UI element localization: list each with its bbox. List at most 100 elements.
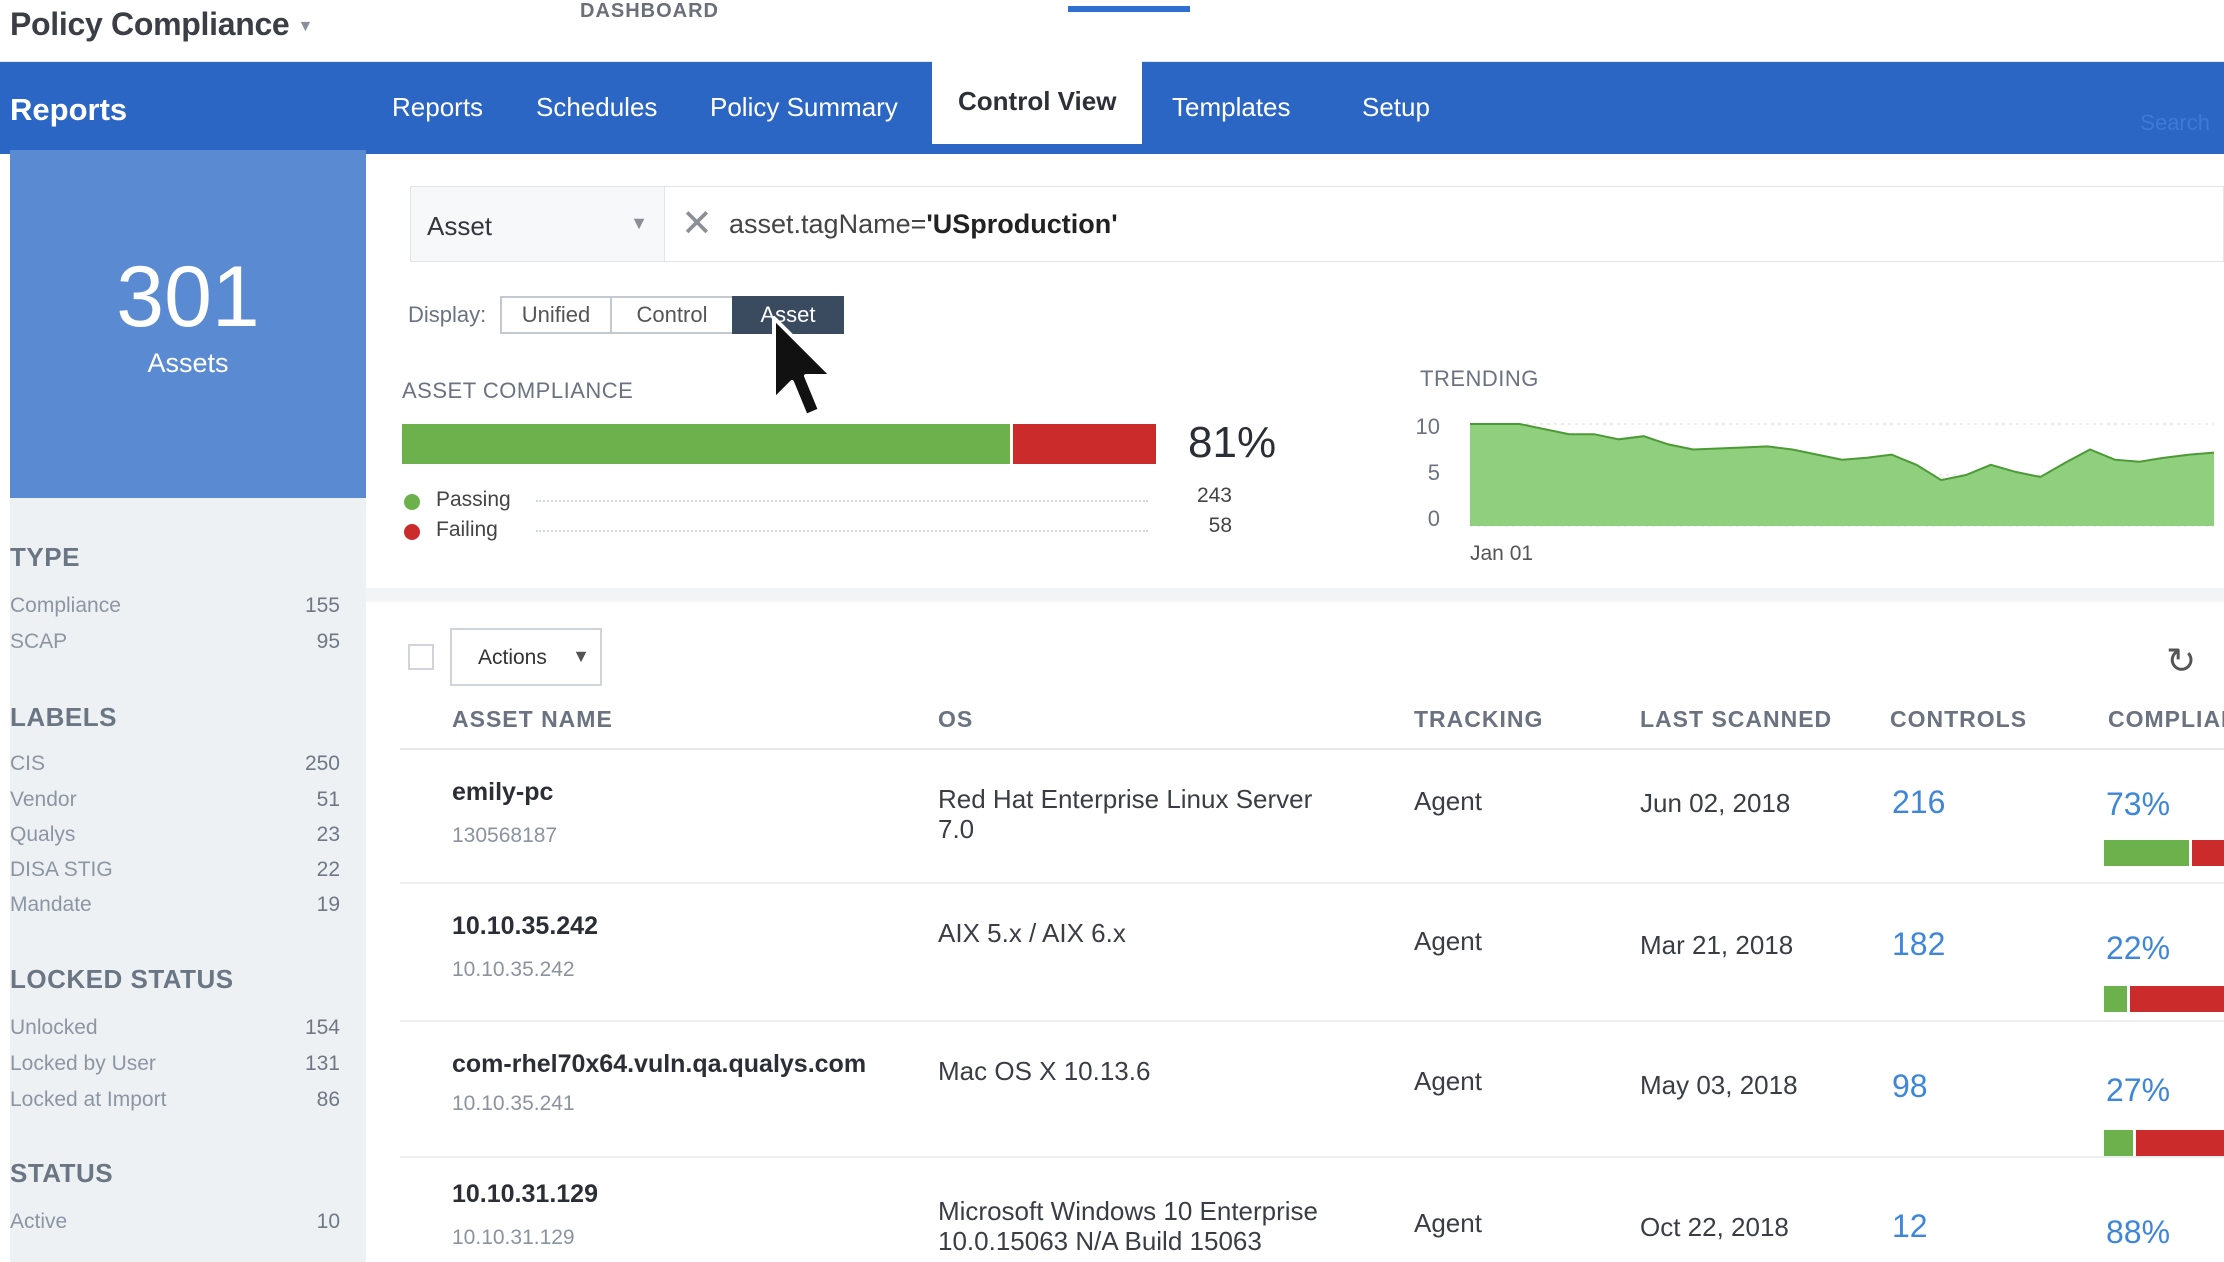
asset-compliance-link[interactable]: 73%: [2106, 786, 2171, 822]
asset-compliance-bar: [2104, 986, 2224, 1012]
tab-control-view[interactable]: Control View: [932, 56, 1143, 144]
facet-item-mandate[interactable]: Mandate 19: [10, 893, 340, 916]
facet-title-locked-status: LOCKED STATUS: [10, 964, 234, 994]
section-title: Reports: [10, 92, 128, 127]
asset-tracking: Agent: [1414, 1208, 1482, 1238]
table-row[interactable]: [400, 1022, 2224, 1156]
module-nav: Reports Reports Schedules Policy Summary…: [0, 56, 2224, 154]
facet-item-disa-stig[interactable]: DISA STIG 22: [10, 858, 340, 881]
tab-reports[interactable]: Reports: [392, 92, 484, 122]
top-bar: Policy Compliance ▼ DASHBOARD: [0, 0, 2224, 62]
asset-compliance-bar-passing: [2104, 986, 2131, 1012]
failing-dot-icon: [404, 524, 420, 540]
row-divider: [400, 882, 2224, 884]
actions-label: Actions: [478, 646, 547, 669]
tab-templates[interactable]: Templates: [1172, 92, 1291, 122]
display-option-unified[interactable]: Unified: [500, 296, 612, 334]
asset-compliance-bar-passing: [2104, 840, 2192, 866]
col-header-controls[interactable]: CONTROLS: [1890, 706, 2028, 732]
asset-id: 10.10.35.242: [452, 958, 575, 981]
asset-id: 10.10.31.129: [452, 1226, 575, 1249]
facet-item-vendor[interactable]: Vendor 51: [10, 788, 340, 811]
asset-controls-link[interactable]: 182: [1892, 926, 1946, 962]
asset-id: 10.10.35.241: [452, 1092, 575, 1115]
asset-name[interactable]: emily-pc: [452, 778, 554, 806]
asset-os: Red Hat Enterprise Linux Server 7.0: [938, 784, 1313, 844]
failing-count: 58: [1208, 514, 1232, 537]
search-link[interactable]: Search: [2140, 110, 2210, 135]
chevron-down-icon: ▼: [297, 17, 313, 35]
tab-setup[interactable]: Setup: [1362, 92, 1430, 122]
filter-field-select[interactable]: Asset ▼: [411, 187, 665, 261]
legend-leader-line: [536, 530, 1148, 532]
row-divider: [400, 1020, 2224, 1022]
actions-dropdown[interactable]: Actions ▼: [450, 628, 602, 686]
asset-compliance-bar-passing: [2104, 1130, 2137, 1156]
facet-item-active[interactable]: Active 10: [10, 1210, 340, 1233]
passing-count: 243: [1196, 484, 1232, 507]
facet-item-locked-by-user[interactable]: Locked by User 131: [10, 1052, 340, 1075]
asset-compliance-title: ASSET COMPLIANCE: [402, 378, 634, 403]
passing-dot-icon: [404, 494, 420, 510]
asset-id: 130568187: [452, 824, 558, 847]
trend-line: [1470, 423, 2214, 482]
asset-tracking: Agent: [1414, 926, 1482, 956]
facet-title-status: STATUS: [10, 1158, 114, 1188]
select-all-checkbox[interactable]: [408, 644, 434, 670]
compliance-percent: 81%: [1188, 418, 1277, 467]
col-header-asset-name[interactable]: ASSET NAME: [452, 706, 613, 732]
asset-compliance-link[interactable]: 88%: [2106, 1214, 2171, 1250]
asset-controls-link[interactable]: 216: [1892, 784, 1946, 820]
asset-compliance-link[interactable]: 27%: [2106, 1072, 2171, 1108]
facet-title-labels: LABELS: [10, 702, 117, 732]
refresh-icon[interactable]: ↻: [2166, 640, 2197, 681]
asset-name[interactable]: 10.10.35.242: [452, 912, 598, 940]
asset-last-scanned: May 03, 2018: [1640, 1070, 1798, 1100]
main-panel: [366, 154, 2224, 1262]
asset-controls-link[interactable]: 98: [1892, 1068, 1928, 1104]
facet-sidebar: TYPE Compliance 155 SCAP 95 LABELS CIS 250 …: [10, 498, 366, 1262]
facet-item-unlocked[interactable]: Unlocked 154: [10, 1016, 340, 1039]
asset-tracking: Agent: [1414, 786, 1482, 816]
legend-leader-line: [536, 500, 1148, 502]
failing-label: Failing: [436, 518, 498, 541]
display-option-control[interactable]: Control: [610, 296, 734, 334]
facet-item-scap[interactable]: SCAP 95: [10, 630, 340, 653]
facet-item-locked-at-import[interactable]: Locked at Import 86: [10, 1088, 340, 1111]
asset-count: 301: [116, 249, 260, 345]
asset-name[interactable]: 10.10.31.129: [452, 1180, 598, 1208]
facet-item-cis[interactable]: CIS 250: [10, 752, 340, 775]
asset-compliance-bar: [2104, 1130, 2224, 1156]
asset-name[interactable]: com-rhel70x64.vuln.qa.qualys.com: [452, 1050, 867, 1078]
table-header-divider: [400, 748, 2224, 750]
asset-os: AIX 5.x / AIX 6.x: [938, 918, 1126, 948]
facet-item-qualys[interactable]: Qualys 23: [10, 823, 340, 846]
asset-compliance-link[interactable]: 22%: [2106, 930, 2171, 966]
trend-x-label: Jan 01: [1470, 542, 1534, 565]
col-header-os[interactable]: OS: [938, 706, 974, 732]
table-row[interactable]: [400, 884, 2224, 1020]
tab-policy-summary[interactable]: Policy Summary: [710, 92, 898, 122]
facet-item-compliance[interactable]: Compliance 155: [10, 594, 340, 617]
chevron-down-icon: ▼: [630, 213, 648, 233]
filter-bar: Asset ▼ ✕ asset.tagName='USproduction': [410, 186, 2224, 262]
asset-controls-link[interactable]: 12: [1892, 1208, 1928, 1244]
col-header-last-scanned[interactable]: LAST SCANNED: [1640, 706, 1833, 732]
trend-y-tick: 10: [1415, 414, 1440, 439]
tab-schedules[interactable]: Schedules: [536, 92, 658, 122]
asset-compliance-bar: [2104, 840, 2224, 866]
facet-title-type: TYPE: [10, 542, 80, 572]
row-divider: [400, 1156, 2224, 1158]
mouse-pointer-icon: [772, 316, 834, 418]
app-title-menu[interactable]: Policy Compliance ▼: [10, 6, 313, 43]
compliance-bar-passing: [402, 424, 1013, 464]
top-nav-dashboard[interactable]: DASHBOARD: [580, 0, 719, 22]
col-header-compliance[interactable]: COMPLIANCE: [2108, 706, 2224, 732]
col-header-tracking[interactable]: TRACKING: [1414, 706, 1544, 732]
display-option-asset[interactable]: Asset: [732, 296, 844, 334]
search-query-input[interactable]: asset.tagName='USproduction': [729, 209, 1118, 239]
asset-tracking: Agent: [1414, 1066, 1482, 1096]
top-nav-active-indicator: [1068, 6, 1190, 12]
close-icon[interactable]: ✕: [681, 203, 713, 245]
trend-y-tick: 0: [1427, 506, 1440, 531]
